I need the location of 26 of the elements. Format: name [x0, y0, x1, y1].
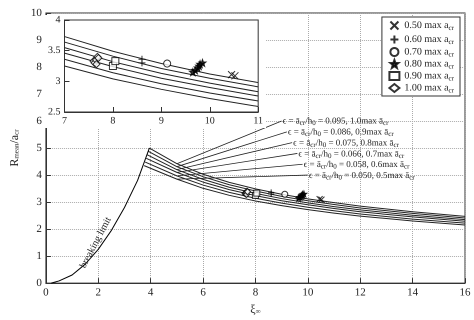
y-tick-label: 4 — [56, 14, 60, 26]
x-tick-label: 10 — [204, 116, 215, 126]
x-tick-label: 14 — [407, 286, 419, 299]
x-tick-label: 9 — [158, 116, 164, 126]
y-tick-label: 9 — [36, 34, 42, 46]
y-tick-label: 3 — [56, 76, 60, 87]
y-tick-label: 4 — [36, 169, 42, 182]
y-tick-label: 10 — [30, 7, 42, 19]
x-tick-label: 16 — [460, 286, 471, 299]
x-tick-label: 8 — [252, 286, 259, 299]
x-tick-label: 2 — [96, 286, 102, 299]
y-tick-label: 3.5 — [48, 45, 60, 56]
y-tick-label: 3 — [36, 196, 42, 208]
y-tick-label: 0 — [36, 277, 42, 290]
x-tick-label: 4 — [148, 286, 154, 299]
y-tick-label: 8 — [36, 61, 42, 74]
y-tick-label: 2.5 — [48, 106, 60, 118]
x-tick-label: 12 — [354, 286, 366, 299]
x-tick-label: 8 — [110, 116, 116, 126]
x-tick-label: 10 — [302, 286, 314, 299]
y-tick-label: 1 — [36, 250, 42, 262]
y-tick-label: 2 — [36, 223, 42, 236]
x-tick-label: 6 — [200, 286, 206, 299]
y-tick-label: 7 — [36, 88, 42, 100]
y-tick-label: 5 — [36, 142, 42, 154]
x-tick-label: 11 — [253, 116, 264, 126]
